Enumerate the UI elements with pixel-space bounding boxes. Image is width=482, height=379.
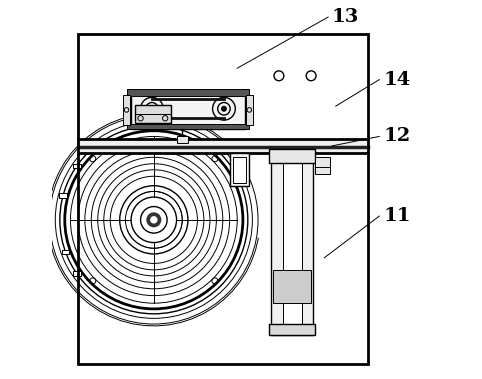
Circle shape [151, 217, 157, 223]
Text: 14: 14 [383, 70, 410, 89]
Text: 11: 11 [383, 207, 411, 225]
Circle shape [222, 106, 226, 111]
Bar [131, 91, 245, 129]
Bar [315, 157, 330, 174]
Bar [127, 124, 249, 129]
Bar [78, 34, 368, 364]
Bar [78, 139, 368, 153]
Bar [73, 271, 80, 276]
Bar [233, 157, 245, 183]
Circle shape [147, 213, 161, 227]
Bar [273, 270, 311, 303]
Bar [135, 105, 171, 123]
Bar [59, 193, 67, 198]
Bar [245, 95, 253, 125]
Bar [176, 136, 188, 143]
Bar [271, 153, 313, 335]
Circle shape [149, 106, 154, 111]
Text: 12: 12 [383, 127, 410, 146]
Bar [127, 89, 249, 96]
Bar [123, 95, 130, 125]
Bar [269, 324, 315, 335]
Bar [283, 155, 302, 334]
Text: 13: 13 [332, 8, 360, 26]
Bar [62, 250, 69, 254]
Bar [269, 149, 315, 163]
Bar [229, 153, 249, 186]
Bar [73, 164, 80, 168]
